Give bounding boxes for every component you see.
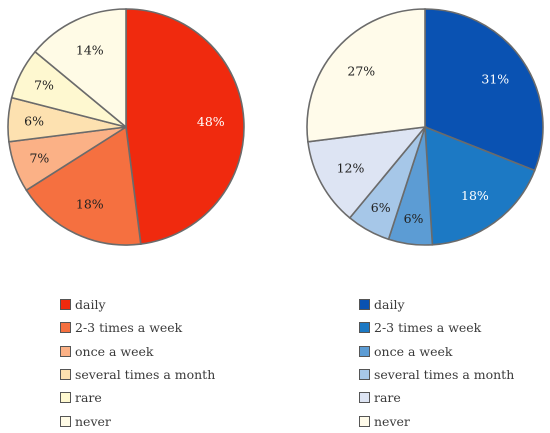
right-slice-label-3: 6% [371,200,391,215]
left-legend-label: rare [75,390,102,406]
right-legend-label: daily [374,297,405,313]
pie-chart-left: 48% 18% 7% 6% 7% 14% [7,8,245,246]
right-legend-item: 2-3 times a week [359,316,514,339]
right-legend-item: rare [359,386,514,409]
left-legend-item: 2-3 times a week [60,316,215,339]
right-slice-4 [307,125,427,220]
right-legend-swatch [359,369,370,381]
right-slice-label-5: 27% [347,63,375,78]
left-slice-label-0: 48% [197,114,225,129]
left-legend-label: 2-3 times a week [75,320,183,336]
left-slice-label-4: 7% [34,78,54,93]
right-legend-swatch [359,299,370,311]
right-legend-swatch [359,415,370,427]
legend-left: daily 2-3 times a week once a week several … [60,293,215,433]
left-legend-label: daily [75,297,106,313]
right-legend-label: several times a month [374,367,515,383]
left-legend-label: never [75,413,111,429]
right-legend-swatch [359,322,370,334]
left-legend-swatch [60,299,71,311]
right-slice-1 [424,125,536,246]
left-legend-item: once a week [60,340,215,363]
left-legend-item: daily [60,293,215,316]
left-slice-1 [25,125,142,246]
left-slice-label-3: 6% [24,114,44,129]
right-slice-label-1: 18% [461,188,489,203]
left-legend-item: never [60,409,215,432]
pie-chart-right: 31% 18% 6% 6% 12% 27% [306,8,544,246]
right-legend-label: rare [374,390,401,406]
left-slice-5 [33,8,127,129]
right-legend-item: never [359,409,514,432]
right-legend-item: several times a month [359,363,514,386]
left-legend-swatch [60,345,71,357]
right-legend-label: never [374,413,410,429]
right-slice-0 [424,8,544,172]
left-slice-label-2: 7% [29,151,49,166]
right-legend-item: once a week [359,340,514,363]
pie-charts: 48% 18% 7% 6% 7% 14% 31% 18% 6% 6% 12% 27% [7,8,544,246]
legend-right: daily 2-3 times a week once a week several … [359,293,514,433]
right-slice-label-0: 31% [481,72,509,87]
left-legend-item: rare [60,386,215,409]
left-legend-swatch [60,415,71,427]
right-slice-5 [306,8,426,143]
left-legend-item: several times a month [60,363,215,386]
right-legend-swatch [359,345,370,357]
right-slice-label-4: 12% [337,160,365,175]
left-slice-0 [125,8,245,245]
left-slice-label-1: 18% [76,196,104,211]
right-legend-item: daily [359,293,514,316]
left-slice-label-5: 14% [76,43,104,58]
right-legend-label: once a week [374,343,453,359]
right-legend-swatch [359,392,370,404]
left-legend-label: once a week [75,343,154,359]
left-legend-swatch [60,322,71,334]
left-legend-swatch [60,369,71,381]
left-legend-swatch [60,392,71,404]
left-legend-label: several times a month [75,367,216,383]
right-legend-label: 2-3 times a week [374,320,482,336]
right-slice-label-2: 6% [404,211,424,226]
